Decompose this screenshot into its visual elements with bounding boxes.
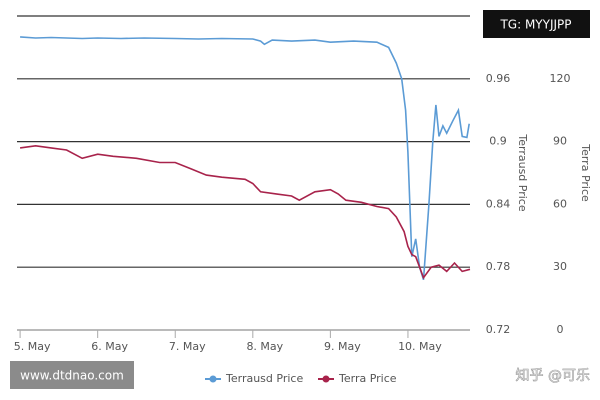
x-tick-label: 5. May — [14, 340, 51, 353]
badge — [483, 10, 590, 38]
y-tick-label: 0.9 — [489, 135, 507, 148]
y2-axis-title: Terra Price — [579, 143, 592, 202]
x-tick-label: 8. May — [246, 340, 283, 353]
watermark: www.dtdnao.com — [20, 369, 124, 383]
y-axis-title: Terrausd Price — [516, 133, 529, 211]
watermark-box — [10, 361, 134, 389]
x-tick-label: 9. May — [324, 340, 361, 353]
y2-tick-label: 30 — [553, 260, 567, 273]
x-tick-label: 6. May — [91, 340, 128, 353]
series-line — [20, 36, 470, 281]
legend-label: Terra Price — [338, 372, 397, 385]
legend-marker — [322, 375, 330, 383]
y-tick-label: 0.84 — [486, 197, 511, 210]
y2-tick-label: 90 — [553, 135, 567, 148]
y-tick-label: 0.78 — [486, 260, 511, 273]
legend-label: Terrausd Price — [225, 372, 303, 385]
plot-layer: 0.720.780.840.90.961.0203060901201505. M… — [14, 9, 571, 353]
y2-tick-label: 0 — [557, 323, 564, 336]
series-line — [19, 144, 471, 280]
y-tick-label: 0.72 — [486, 323, 511, 336]
x-tick-label: 7. May — [169, 340, 206, 353]
y-tick-label: 0.96 — [486, 72, 511, 85]
x-tick-label: 10. May — [398, 340, 442, 353]
watermark: 知乎 @可乐 — [516, 367, 590, 384]
legend-marker — [209, 375, 217, 383]
y2-tick-label: 120 — [550, 72, 571, 85]
badge-text: TG: MYYJJPP — [499, 18, 571, 32]
y2-tick-label: 60 — [553, 197, 567, 210]
